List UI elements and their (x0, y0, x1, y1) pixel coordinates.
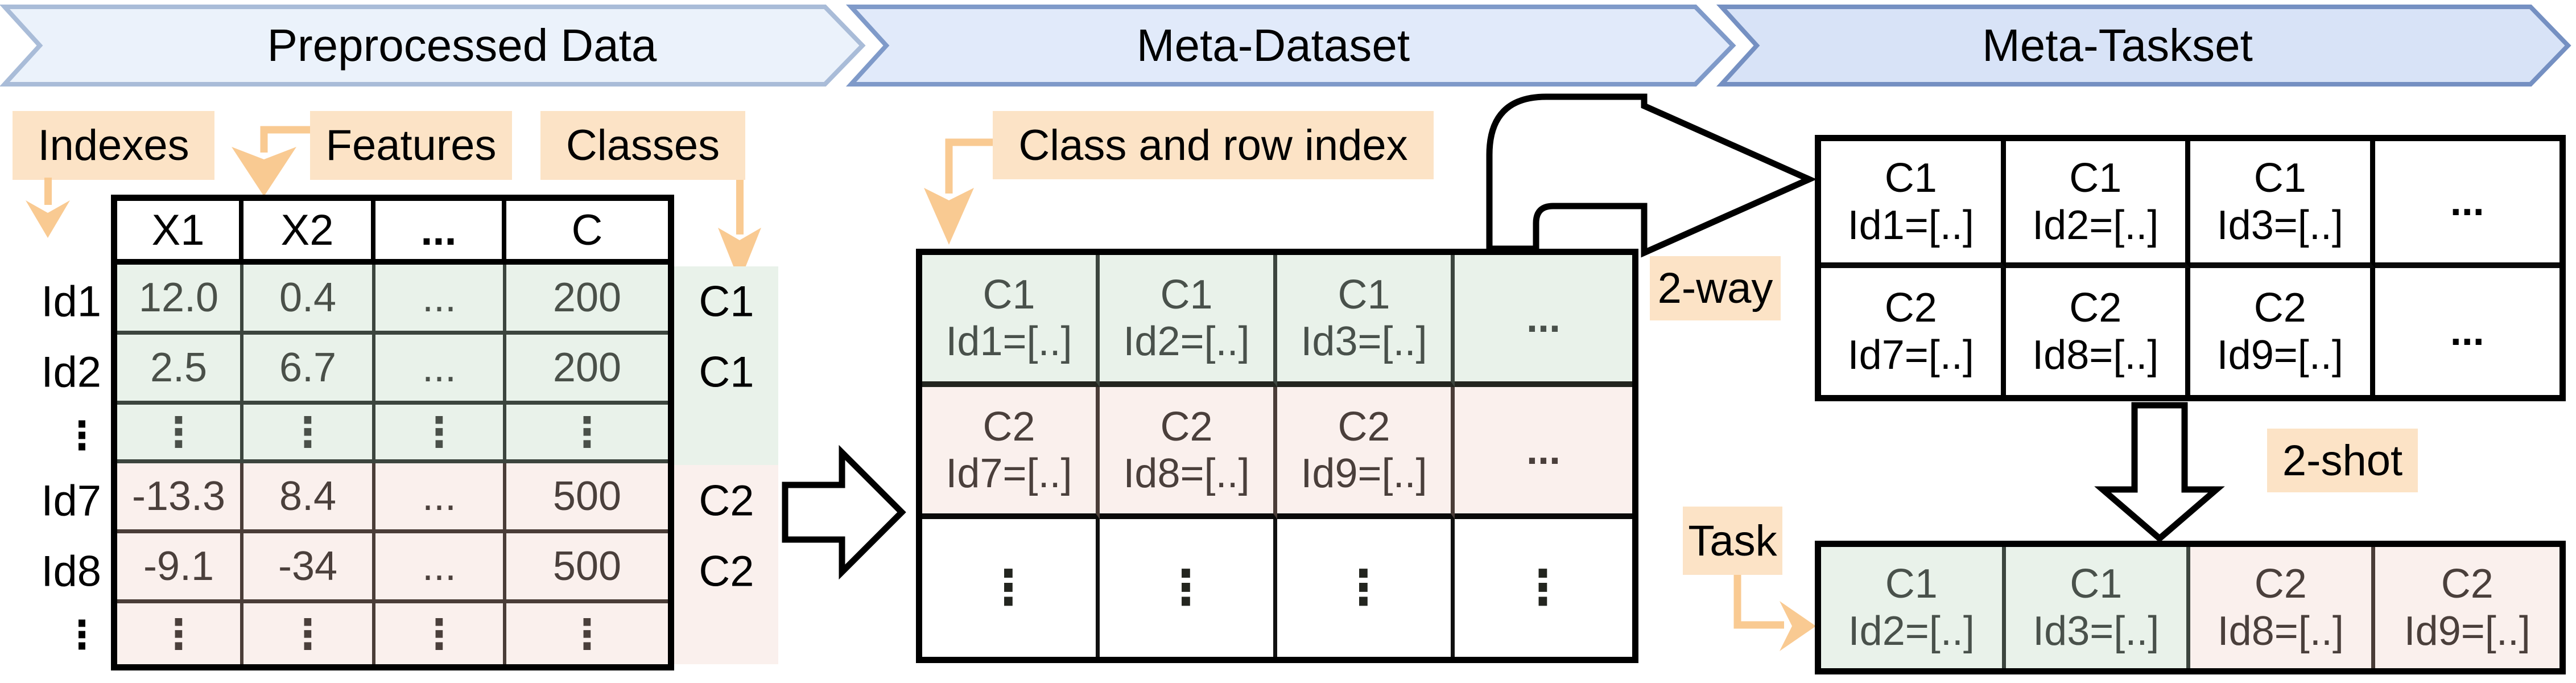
column-header: C (506, 201, 668, 265)
class-label: C2 (699, 476, 754, 525)
indexes-pointer-arrow-icon (26, 178, 70, 238)
meta-cell: C1 Id2=[..] (1100, 255, 1277, 387)
table-cell: ... (375, 533, 506, 603)
row-label: Id8 (41, 547, 101, 596)
class-row-index-label: Class and row index (993, 111, 1434, 179)
features-label: Features (310, 111, 512, 180)
table-cell: ... (375, 463, 506, 533)
meta-cell: C1 Id3=[..] (1277, 255, 1455, 387)
meta-cell-ellipsis: ⋮ (1277, 519, 1455, 657)
table-cell-ellipsis: ⋮ (506, 405, 668, 463)
taskset-cell-ellipsis: ... (2375, 141, 2560, 268)
table-cell-ellipsis: ⋮ (243, 405, 375, 463)
task-label: Task (1683, 507, 1782, 575)
taskset-cell: C1 Id3=[..] (2190, 141, 2375, 268)
taskset-cell: C1 Id2=[..] (2005, 141, 2190, 268)
table-cell: 0.4 (243, 265, 375, 335)
table-cell-ellipsis: ⋮ (506, 603, 668, 664)
indexes-label: Indexes (13, 111, 214, 180)
class-label: C2 (699, 547, 754, 596)
meta-cell-ellipsis: ⋮ (1455, 519, 1632, 657)
banner-title-preprocessed: Preprocessed Data (267, 20, 657, 71)
table-cell: -13.3 (117, 463, 243, 533)
taskset-cell: C2 Id8=[..] (2005, 268, 2190, 395)
taskset-cell: C2 Id7=[..] (1821, 268, 2006, 395)
row-label: Id1 (41, 277, 101, 326)
banner-metataskset-shape (1716, 5, 2571, 87)
table-cell: -9.1 (117, 533, 243, 603)
taskset-cell: C2 Id9=[..] (2190, 268, 2375, 395)
meta-cell-ellipsis: ⋮ (922, 519, 1100, 657)
banner-preprocessed-shape (0, 5, 866, 87)
classes-label: Classes (540, 111, 745, 180)
class-row-index-pointer-arrow-icon (924, 138, 993, 245)
meta-taskset-table: C1 Id1=[..] C1 Id2=[..] C1 Id3=[..] ... C2 I… (1815, 135, 2566, 401)
table-cell-ellipsis: ⋮ (117, 603, 243, 664)
table-cell-ellipsis: ⋮ (243, 603, 375, 664)
taskset-cell-ellipsis: ... (2375, 268, 2560, 395)
banner-metadataset-shape (845, 5, 1736, 87)
table-cell: 6.7 (243, 335, 375, 405)
table-cell: ... (375, 335, 506, 405)
row-label-ellipsis: ⋮ (63, 613, 101, 657)
two-way-label: 2-way (1650, 256, 1781, 320)
meta-cell-ellipsis: ... (1455, 255, 1632, 387)
column-header-ellipsis: ... (375, 201, 506, 265)
table-cell-ellipsis: ⋮ (375, 603, 506, 664)
class-column-pink-band (674, 465, 778, 664)
class-column-green-band (674, 266, 778, 465)
column-header: X1 (117, 201, 243, 265)
task-pointer-arrow-icon (1733, 575, 1816, 651)
flow-arrow-left-to-middle-icon (782, 445, 906, 580)
meta-cell: C1 Id1=[..] (922, 255, 1100, 387)
task-table: C1 Id2=[..] C1 Id3=[..] C2 Id8=[..] C2 Id9=[… (1815, 541, 2566, 674)
row-label: Id2 (41, 348, 101, 397)
banner-title-metataskset: Meta-Taskset (1982, 20, 2253, 71)
features-pointer-arrow-icon (232, 126, 310, 196)
banner-strip (0, 5, 2571, 87)
preprocessed-data-table: X1 X2 ... C 12.0 0.4 ... 200 2.5 6.7 ...… (111, 195, 674, 670)
row-label: Id7 (41, 476, 101, 525)
row-label-ellipsis: ⋮ (63, 414, 101, 458)
table-cell: 12.0 (117, 265, 243, 335)
column-header: X2 (243, 201, 375, 265)
class-label: C1 (699, 348, 754, 397)
banner-title-metadataset: Meta-Dataset (1136, 20, 1410, 71)
table-cell: ... (375, 265, 506, 335)
task-cell: C1 Id2=[..] (1821, 547, 2006, 668)
meta-cell: C2 Id9=[..] (1277, 387, 1455, 519)
task-cell: C2 Id8=[..] (2190, 547, 2375, 668)
table-cell-ellipsis: ⋮ (375, 405, 506, 463)
task-cell: C1 Id3=[..] (2005, 547, 2190, 668)
meta-dataset-table: C1 Id1=[..] C1 Id2=[..] C1 Id3=[..] ... C2 I… (916, 249, 1638, 663)
table-cell: 200 (506, 335, 668, 405)
class-label: C1 (699, 277, 754, 326)
flow-arrow-topright-to-task-icon (2094, 402, 2225, 543)
table-cell: 500 (506, 463, 668, 533)
table-cell: 2.5 (117, 335, 243, 405)
table-cell: 8.4 (243, 463, 375, 533)
meta-cell: C2 Id7=[..] (922, 387, 1100, 519)
table-cell: 200 (506, 265, 668, 335)
table-cell: -34 (243, 533, 375, 603)
two-shot-label: 2-shot (2267, 429, 2418, 492)
table-cell: 500 (506, 533, 668, 603)
meta-cell-ellipsis: ... (1455, 387, 1632, 519)
task-cell: C2 Id9=[..] (2375, 547, 2560, 668)
meta-cell-ellipsis: ⋮ (1100, 519, 1277, 657)
flow-arrow-middle-to-topright-icon (1486, 93, 1817, 258)
meta-cell: C2 Id8=[..] (1100, 387, 1277, 519)
taskset-cell: C1 Id1=[..] (1821, 141, 2006, 268)
table-cell-ellipsis: ⋮ (117, 405, 243, 463)
